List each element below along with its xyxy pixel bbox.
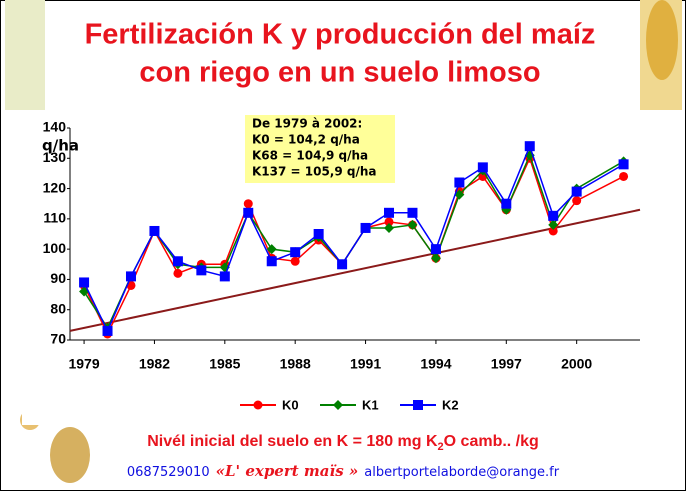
marker [314,229,324,239]
marker [126,271,136,281]
marker [478,162,488,172]
marker [173,256,183,266]
marker [290,247,300,257]
marker [337,259,347,269]
marker [572,187,582,197]
marker [525,141,535,151]
marker [454,178,464,188]
y-tick-label: 140 [43,119,67,135]
annotation-line: K68 = 104,9 q/ha [252,149,368,163]
marker [291,257,300,266]
marker [431,244,441,254]
y-tick-label: 110 [43,210,66,226]
marker [619,159,629,169]
marker [103,326,113,336]
marker [361,223,371,233]
marker [196,265,206,275]
marker [413,400,423,410]
annotation-line: K137 = 105,9 q/ha [252,165,377,179]
title-line: Fertilización K y producción del maíz [85,19,596,51]
annotation-line: De 1979 à 2002: [252,117,362,131]
marker [244,199,253,208]
marker [149,226,159,236]
marker [267,256,277,266]
footer-email: albertportelaborde@orange.fr [364,465,560,480]
note-text: O camb.. /kg [444,433,539,450]
y-tick-label: 120 [43,179,67,195]
legend-label: K1 [362,397,379,412]
note-text: Nivél inicial del suelo en K = 180 mg K [147,433,438,450]
marker [572,196,581,205]
y-tick-label: 90 [50,270,66,286]
x-tick-label: 1985 [209,356,240,372]
y-tick-label: 80 [50,300,66,316]
marker [243,208,253,218]
marker [254,401,263,410]
marker [79,277,89,287]
marker [220,271,230,281]
marker [501,199,511,209]
legend-label: K0 [282,397,299,412]
note: Nivél inicial del suelo en K = 180 mg K2… [147,433,539,453]
footer-brand: «L' expert maïs » [216,462,359,480]
x-tick-label: 1994 [420,356,451,372]
marker [173,269,182,278]
legend-label: K2 [442,397,459,412]
x-tick-label: 1991 [350,356,381,372]
y-tick-label: 70 [50,331,66,347]
marker [619,172,628,181]
x-tick-label: 2000 [561,356,592,372]
footer: 0687529010 «L' expert maïs » albertportela… [127,462,560,480]
marker [384,208,394,218]
footer-phone: 0687529010 [127,465,210,480]
x-tick-label: 1997 [491,356,522,372]
y-tick-label: 100 [43,240,67,256]
annotation-line: K0 = 104,2 q/ha [252,133,360,147]
slide: Fertilización K y producción del maíz co… [0,0,686,491]
marker [407,208,417,218]
x-tick-label: 1988 [280,356,311,372]
marker [548,211,558,221]
x-tick-label: 1982 [139,356,170,372]
x-tick-label: 1979 [68,356,99,372]
y-tick-label: 130 [43,149,67,165]
title-line: con riego en un suelo limoso [139,57,540,89]
